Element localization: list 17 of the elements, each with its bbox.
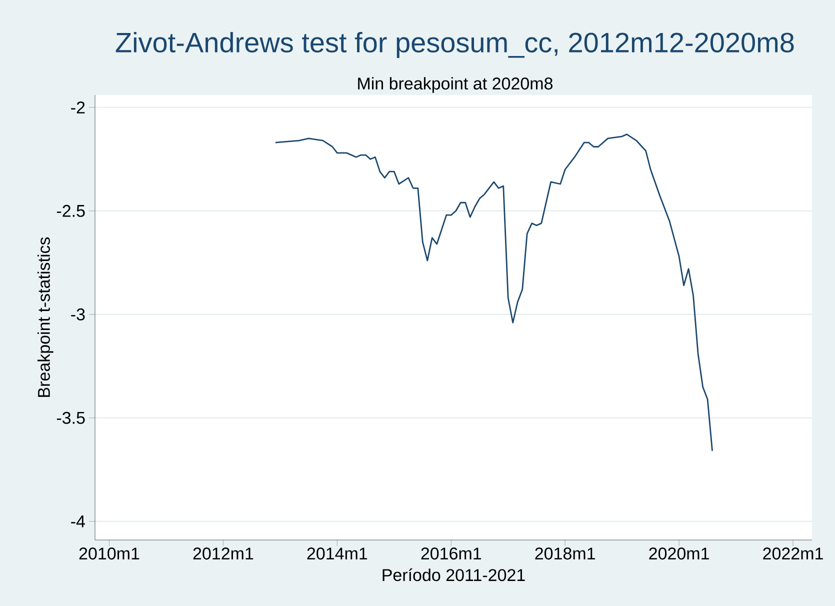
y-tick-label: -3 [71,308,85,320]
chart-subtitle: Min breakpoint at 2020m8 [358,77,553,93]
x-tick-label: 2022m1 [763,548,823,560]
y-tick-label: -2 [71,101,85,114]
x-axis-title: Período 2011-2021 [382,568,525,582]
x-tick-label: 2012m1 [193,548,254,560]
y-tick-label: -3.5 [56,412,85,424]
chart-title: Zivot-Andrews test for pesosum_cc, 2012m12-2020m8 [116,32,794,58]
y-axis-title: Breakpoint t-statistics [37,237,54,397]
x-tick-label: 2018m1 [535,548,595,560]
x-tick-label: 2010m1 [79,548,140,560]
x-tick-label: 2014m1 [307,548,368,560]
y-tick-label: -2.5 [56,204,85,217]
line-series [274,134,713,452]
y-tick-label: -4 [71,516,85,528]
x-tick-label: 2016m1 [421,548,482,560]
x-tick-label: 2020m1 [649,548,709,560]
